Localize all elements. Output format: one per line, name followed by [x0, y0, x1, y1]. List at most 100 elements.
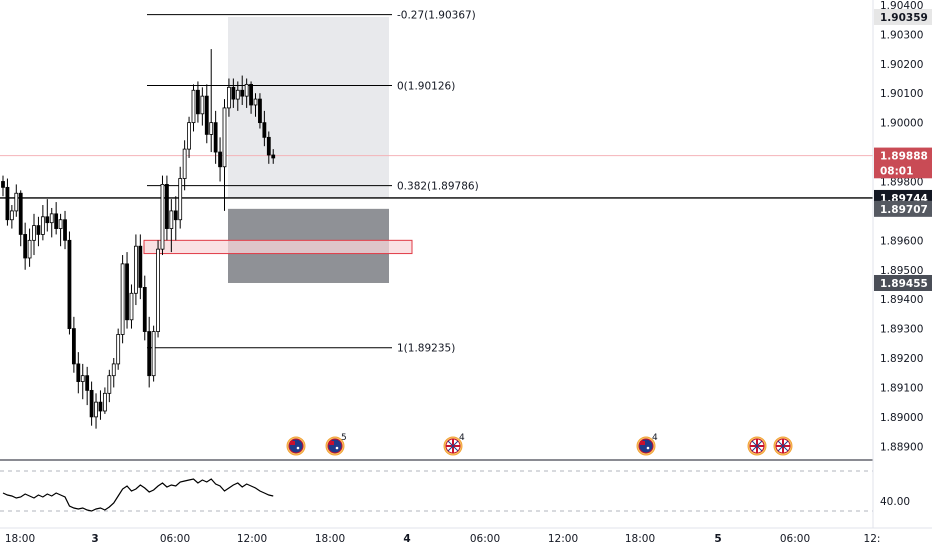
price-tick-label: 1.89400: [880, 294, 923, 306]
candle-body: [182, 148, 187, 179]
candle-body: [249, 83, 253, 106]
candle-body: [218, 151, 222, 168]
flag-star-icon: [335, 446, 339, 450]
time-tick-label: 12:00: [548, 533, 578, 545]
candle-body: [129, 292, 134, 321]
candle: [169, 199, 174, 253]
event-count-label: 4: [652, 433, 658, 443]
event-au-icon[interactable]: [286, 436, 306, 456]
candle-body: [138, 245, 143, 288]
candle: [49, 207, 54, 238]
candle: [45, 199, 50, 232]
candle-body: [111, 363, 116, 377]
oscillator-pane: 40.00: [0, 459, 910, 512]
candle: [94, 393, 98, 429]
flag-canton-icon: [640, 441, 645, 445]
candle-body: [67, 239, 72, 329]
event-uk-icon[interactable]: [773, 436, 793, 456]
candle: [244, 78, 249, 108]
candle-body: [58, 219, 63, 229]
event-au-icon[interactable]: 4: [636, 433, 658, 456]
price-badge: 08:01: [874, 162, 932, 179]
candle: [5, 178, 10, 226]
candle: [116, 328, 121, 370]
candle: [151, 325, 156, 382]
candle: [142, 275, 147, 341]
candle: [111, 358, 116, 388]
time-tick-label: 06:00: [470, 533, 500, 545]
time-axis[interactable]: 18:00 3 06:00 12:00 18:00 4 06:00 12:00 18:00 5 06…: [0, 527, 932, 545]
time-tick-label: 12:00: [237, 533, 267, 545]
event-uk-icon[interactable]: [747, 436, 767, 456]
fib-level-label: 0.382(1.89786): [397, 181, 479, 193]
candle: [147, 316, 152, 388]
candle-body: [244, 83, 249, 97]
candle-body: [27, 239, 32, 259]
time-tick-label: 4: [403, 533, 410, 545]
candle-body: [80, 375, 85, 382]
candle: [271, 149, 276, 164]
candle: [231, 78, 236, 108]
event-uk-icon[interactable]: 4: [443, 433, 465, 456]
candle: [165, 175, 169, 241]
candle-body: [187, 122, 191, 150]
candle: [67, 231, 72, 335]
price-axis[interactable]: 1.904001.903001.902001.901001.900001.899…: [872, 0, 923, 528]
candle: [187, 116, 191, 158]
candle-body: [200, 95, 205, 115]
candle: [1, 175, 5, 197]
price-tick-label: 1.89200: [880, 353, 923, 365]
candle: [178, 166, 183, 229]
candle-body: [204, 95, 209, 135]
event-count-label: 5: [341, 433, 347, 443]
oscillator-line: [2, 478, 274, 512]
candle-body: [271, 154, 276, 159]
price-tick-label: 1.90300: [880, 29, 923, 41]
price-badge-bg: [874, 162, 932, 179]
price-tick-label: 1.90200: [880, 59, 923, 71]
candle: [262, 110, 267, 147]
candle-body: [169, 210, 174, 229]
economic-events: 5 4 4: [286, 433, 793, 456]
candle: [204, 84, 209, 144]
candle: [222, 99, 227, 211]
candle-body: [235, 89, 240, 100]
price-badge: 1.90359: [874, 9, 932, 26]
candle: [14, 184, 19, 217]
price-badge: 1.89888: [874, 147, 932, 164]
time-tick-label: 06:00: [160, 533, 190, 545]
candle: [36, 216, 41, 247]
time-tick-label: 12:: [864, 533, 881, 545]
candle: [71, 316, 76, 373]
time-tick-label: 06:00: [780, 533, 810, 545]
price-tick-label: 1.89600: [880, 235, 923, 247]
event-au-icon[interactable]: 5: [325, 433, 347, 456]
price-badge-bg: [874, 147, 932, 164]
zone-marked-zone: [143, 239, 413, 255]
time-tick-label: 18:00: [315, 533, 345, 545]
candle: [249, 81, 253, 114]
candle-body: [222, 107, 227, 168]
candle-body: [85, 375, 90, 391]
candle-body: [9, 210, 14, 221]
price-badge-label: 1.89707: [880, 204, 928, 216]
candle-body: [160, 184, 165, 250]
flag-diagonal-icon: [751, 440, 763, 452]
candle: [54, 202, 59, 235]
price-badge-bg: [874, 9, 932, 26]
candle: [240, 75, 245, 105]
flag-canton-icon: [329, 441, 334, 445]
candle-body: [71, 328, 76, 365]
candle-body: [36, 225, 41, 235]
candle: [235, 81, 240, 111]
fib-level-label: 1(1.89235): [397, 343, 455, 355]
candle: [18, 190, 23, 247]
price-tick-label: 1.89300: [880, 324, 923, 336]
candle-body: [151, 331, 156, 377]
candle: [32, 213, 36, 256]
candle-body: [14, 192, 19, 212]
candle-body: [213, 122, 218, 153]
candle-body: [240, 89, 245, 97]
candle-body: [98, 401, 103, 412]
